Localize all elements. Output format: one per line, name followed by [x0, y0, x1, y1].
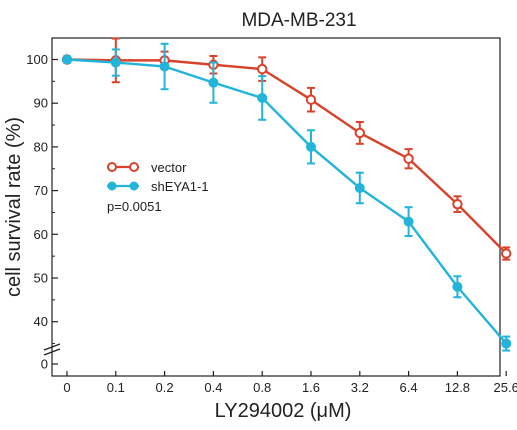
x-tick-label: 0	[63, 380, 70, 395]
x-tick-label: 12.8	[445, 380, 470, 395]
y-axis: 100 90 80 70 60 50 40 0	[26, 52, 58, 372]
legend-vector-marker-right	[129, 162, 139, 172]
legend-vector-marker-left	[107, 162, 117, 172]
y-tick-label: 50	[34, 271, 48, 286]
legend-sheya1-label: shEYA1-1	[151, 179, 209, 194]
x-tick-label: 25.6	[494, 380, 517, 395]
x-axis-label: LY294002 (μM)	[215, 400, 352, 422]
y-tick-label: 0	[41, 357, 48, 372]
data-point	[257, 63, 268, 75]
data-point	[62, 54, 72, 65]
data-point	[208, 77, 219, 88]
y-tick-label: 40	[34, 314, 48, 329]
x-tick-label: 6.4	[400, 380, 418, 395]
data-point	[257, 92, 268, 103]
series-layer	[61, 37, 512, 352]
legend-sheya1-marker-right	[129, 181, 139, 191]
p-value-annotation: p=0.0051	[107, 199, 162, 214]
data-point	[501, 248, 512, 259]
y-tick-label: 70	[34, 183, 48, 198]
x-tick-label: 0.2	[156, 380, 174, 395]
y-axis-break	[43, 343, 61, 356]
data-point	[403, 216, 414, 227]
y-tick-label: 100	[26, 52, 48, 67]
series-sheya1	[62, 42, 512, 352]
x-tick-label: 1.6	[302, 380, 320, 395]
chart-title: MDA-MB-231	[241, 10, 356, 31]
data-point	[305, 94, 317, 105]
y-tick-label: 60	[34, 227, 48, 242]
data-point	[501, 338, 512, 349]
x-axis: 0 0.1 0.2 0.4 0.8 1.6 3.2 6.4 12.8 25.6	[63, 371, 517, 395]
data-point	[306, 141, 316, 152]
data-point	[354, 182, 365, 193]
legend: vector shEYA1-1 p=0.0051	[107, 160, 209, 214]
legend-vector-label: vector	[151, 160, 187, 175]
series-vector	[61, 37, 512, 261]
data-point	[452, 281, 463, 292]
data-point	[354, 127, 365, 139]
x-tick-label: 0.4	[204, 380, 222, 395]
data-point	[110, 57, 121, 68]
series-line	[66, 58, 508, 255]
x-tick-label: 0.1	[107, 380, 125, 395]
y-tick-label: 90	[34, 96, 48, 111]
data-point	[403, 153, 414, 164]
data-point	[159, 61, 170, 72]
legend-sheya1-marker-left	[107, 181, 117, 191]
x-tick-label: 0.8	[253, 380, 271, 395]
data-point	[452, 198, 463, 210]
y-axis-label: cell survival rate (%)	[3, 117, 25, 297]
plot-frame	[51, 37, 501, 377]
y-tick-label: 80	[34, 139, 48, 154]
series-line	[66, 58, 508, 345]
x-tick-label: 3.2	[351, 380, 369, 395]
